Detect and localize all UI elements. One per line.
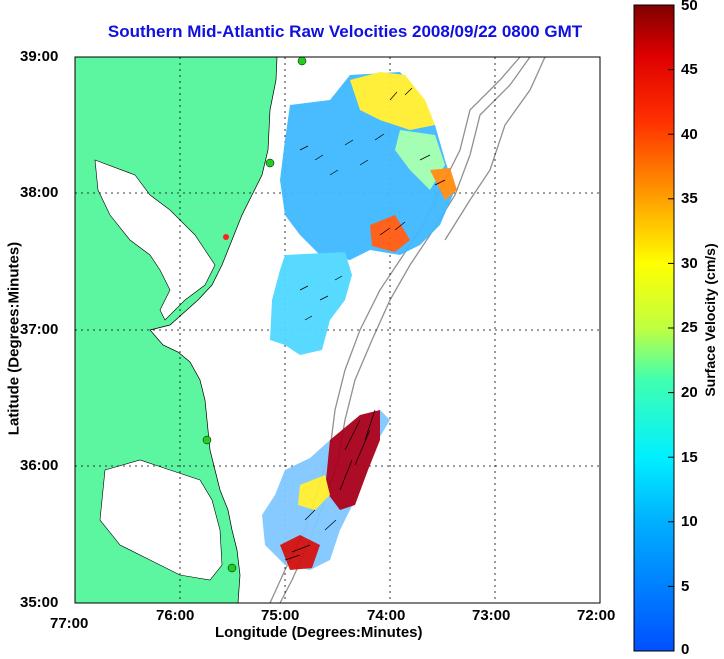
colorbar-tick-label: 0 <box>681 641 690 658</box>
velocity-vectors <box>284 87 446 561</box>
colorbar-tick-label: 20 <box>681 384 698 401</box>
x-tick-label: 76:00 <box>156 607 195 624</box>
x-tick-label: 75:00 <box>261 607 300 624</box>
colorbar-tick-label: 30 <box>681 255 698 272</box>
colorbar-tick-label: 35 <box>681 190 698 207</box>
y-tick-label: 35:00 <box>20 594 59 611</box>
y-axis-label: Latitude (Degrees:Minutes) <box>5 241 23 436</box>
colorbar-tick-label: 5 <box>681 578 690 595</box>
colorbar-ticks <box>668 4 674 652</box>
colorbar-tick-label: 10 <box>681 513 698 530</box>
colorbar-tick-label: 25 <box>681 319 698 336</box>
y-tick-label: 37:00 <box>20 321 59 338</box>
colorbar-label: Surface Velocity (cm/s) <box>702 243 718 397</box>
colorbar-tick-label: 15 <box>681 449 698 466</box>
colorbar-tick-label: 40 <box>681 126 698 143</box>
x-tick-label: 72:00 <box>577 607 616 624</box>
plot-frame <box>74 56 601 604</box>
y-tick-label: 39:00 <box>20 48 59 65</box>
colorbar-tick-label: 50 <box>681 0 698 14</box>
x-tick-label: 73:00 <box>472 607 511 624</box>
x-axis-label: Longitude (Degrees:Minutes) <box>215 624 423 641</box>
colorbar <box>633 4 675 652</box>
chart-title: Southern Mid-Atlantic Raw Velocities 200… <box>107 22 583 41</box>
hf-radar-stations <box>202 56 307 573</box>
y-tick-label: 36:00 <box>20 457 59 474</box>
x-tick-label: 74:00 <box>367 607 406 624</box>
sound-water <box>99 459 223 581</box>
x-tick-label: 77:00 <box>50 615 89 632</box>
station-offline-marker <box>223 234 229 240</box>
colorbar-tick-label: 45 <box>681 61 698 78</box>
y-tick-label: 38:00 <box>20 184 59 201</box>
bay-water <box>94 159 216 321</box>
